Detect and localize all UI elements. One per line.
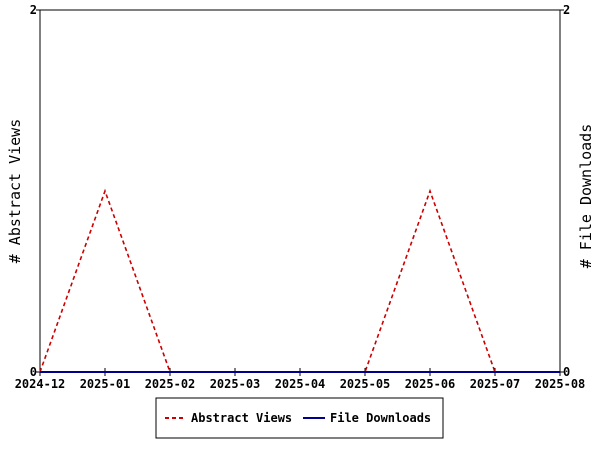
y-left-axis-title: # Abstract Views <box>6 119 24 264</box>
y-left-tick-label: 0 <box>30 365 37 379</box>
plot-area <box>39 9 561 373</box>
series-layer <box>39 188 561 373</box>
y-right-tick-label: 0 <box>563 365 570 379</box>
x-tick-label: 2025-04 <box>275 377 326 391</box>
legend-box <box>155 397 444 439</box>
x-tick-label: 2025-08 <box>535 377 586 391</box>
y-left-tick-label: 2 <box>30 3 37 17</box>
x-tick-label: 2025-02 <box>145 377 196 391</box>
x-tick-label: 2025-03 <box>210 377 261 391</box>
x-tick-label: 2025-07 <box>470 377 521 391</box>
x-tick-label: 2024-12 <box>15 377 66 391</box>
x-tick-label: 2025-06 <box>405 377 456 391</box>
y-axes: 0 2 0 2 <box>30 3 570 379</box>
legend-label-abstract-views: Abstract Views <box>191 411 292 425</box>
y-right-tick-label: 2 <box>563 3 570 17</box>
x-tick-label: 2025-01 <box>80 377 131 391</box>
legend-label-file-downloads: File Downloads <box>330 411 431 425</box>
x-axis: 2024-12 2025-01 2025-02 2025-03 2025-04 2025-… <box>15 368 586 391</box>
legend: Abstract Views File Downloads <box>155 397 444 439</box>
y-right-axis-title: # File Downloads <box>577 124 595 269</box>
x-tick-label: 2025-05 <box>340 377 391 391</box>
